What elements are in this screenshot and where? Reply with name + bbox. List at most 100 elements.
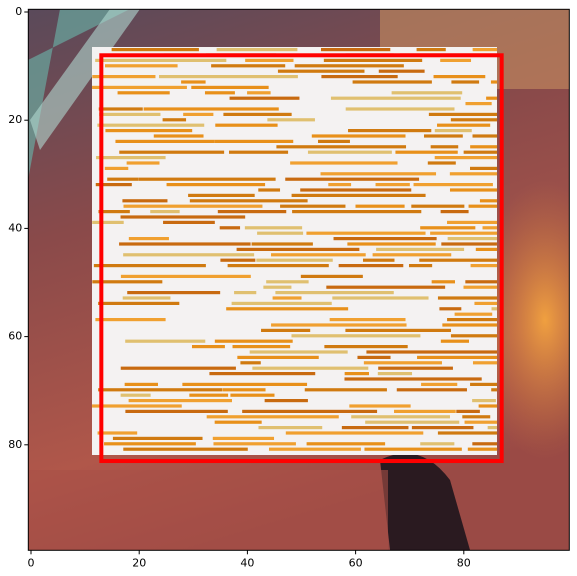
image-stripe	[352, 80, 432, 84]
image-stripe	[324, 345, 408, 349]
annotation-box	[99, 53, 504, 464]
image-orange	[475, 180, 570, 460]
image-stripe	[242, 409, 378, 413]
image-stripe	[263, 285, 292, 289]
image-stripe	[363, 361, 442, 365]
image-stripe	[209, 372, 316, 376]
image-stripe	[437, 296, 497, 300]
image-stripe	[408, 264, 433, 268]
image-stripe	[166, 183, 266, 187]
image-stripe	[449, 188, 497, 192]
image-stripe	[333, 237, 437, 241]
image-stripe	[465, 102, 492, 106]
image-stripe	[181, 80, 206, 84]
image-stripe	[420, 226, 476, 230]
image-stripe	[491, 307, 497, 311]
image-stripe	[420, 442, 455, 446]
image-stripe	[223, 112, 292, 116]
image-stripe	[252, 366, 369, 370]
image-stripe	[276, 145, 407, 149]
image-stripe	[204, 91, 235, 95]
image-stripe	[266, 280, 309, 284]
image-stripe	[307, 150, 392, 154]
image-stripe	[447, 220, 497, 224]
image-stripe	[437, 431, 497, 435]
image-stripe	[92, 85, 187, 89]
image-stripe	[456, 409, 480, 413]
image-stripe	[138, 177, 276, 181]
image-stripe	[447, 237, 497, 241]
image-stripe	[245, 58, 294, 62]
image-stripe	[320, 172, 437, 176]
image-stripe	[470, 264, 497, 268]
image-stripe	[323, 58, 423, 62]
image-stripe	[119, 150, 225, 154]
image-stripe	[92, 75, 156, 79]
image-stripe	[378, 69, 425, 73]
image-stripe	[431, 280, 456, 284]
image-stripe	[120, 393, 151, 397]
image-stripe	[247, 91, 271, 95]
image-stripe	[188, 193, 255, 197]
image-stripe	[123, 204, 263, 208]
image-stripe	[440, 339, 470, 343]
image-stripe	[345, 107, 455, 111]
image-stripe	[104, 64, 178, 68]
image-stripe	[419, 258, 497, 262]
image-stripe	[300, 274, 363, 278]
image-stripe	[244, 226, 303, 230]
image-stripe	[447, 318, 497, 322]
image-stripe	[364, 447, 462, 451]
image-stripe	[93, 264, 206, 268]
image-stripe	[440, 210, 469, 214]
image-stripe	[417, 355, 497, 359]
image-stripe	[328, 183, 352, 187]
image-stripe	[474, 301, 497, 305]
image-stripe	[268, 447, 361, 451]
image-stripe	[125, 339, 206, 343]
image-stripe	[375, 183, 410, 187]
image-stripe	[357, 355, 391, 359]
image-stripe	[294, 64, 404, 68]
image-stripe	[478, 404, 497, 408]
image-stripe	[212, 436, 275, 440]
y-tick-label: 80	[8, 438, 22, 451]
image-stripe	[472, 399, 496, 403]
image-stripe	[318, 139, 350, 143]
image-stripe	[257, 231, 304, 235]
image-stripe	[472, 48, 497, 52]
image-stripe	[450, 334, 497, 338]
image-stripe	[122, 296, 171, 300]
y-tick-label: 60	[8, 330, 22, 343]
image-stripe	[291, 334, 421, 338]
image-stripe	[230, 393, 275, 397]
image-stripe	[463, 150, 497, 154]
image-stripe	[112, 436, 203, 440]
image-stripe	[120, 215, 246, 219]
image-stripe	[189, 393, 229, 397]
image-stripe	[465, 280, 497, 284]
image-stripe	[464, 420, 497, 424]
image-stripe	[421, 382, 458, 386]
image-stripe	[104, 166, 129, 170]
image-stripe	[479, 199, 497, 203]
image-stripe	[345, 328, 452, 332]
image-stripe	[120, 274, 251, 278]
image-stripe	[127, 291, 221, 295]
image-stripe	[117, 91, 170, 95]
image-stripe	[267, 118, 315, 122]
image-stripe	[277, 69, 365, 73]
image-stripe	[472, 442, 497, 446]
image-stripe	[271, 253, 366, 257]
image-stripe	[378, 366, 453, 370]
image-stripe	[211, 64, 286, 68]
image-stripe	[472, 361, 497, 365]
image-stripe	[240, 361, 261, 365]
image-stripe	[125, 409, 228, 413]
image	[28, 9, 570, 551]
image-stripe	[214, 139, 294, 143]
image-stripe	[124, 382, 158, 386]
image-stripe	[306, 442, 386, 446]
image-stripe	[376, 247, 465, 251]
